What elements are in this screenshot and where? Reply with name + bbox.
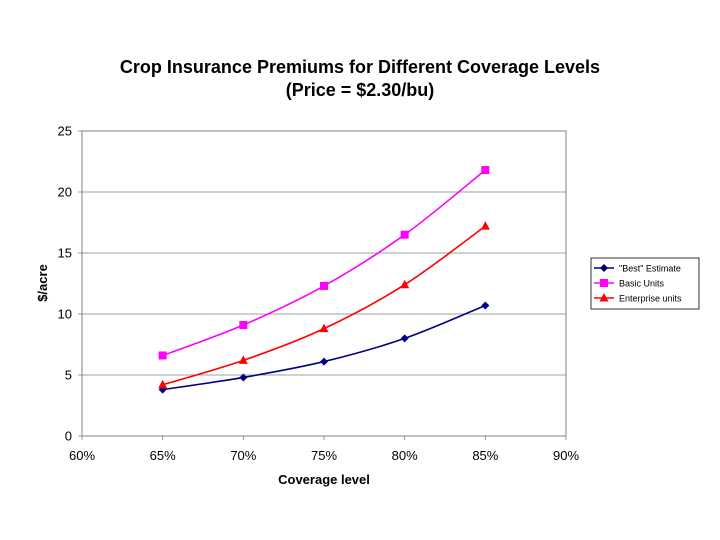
data-point	[158, 351, 167, 360]
series-2	[158, 221, 490, 389]
legend: "Best" Estimate Basic Units Enterprise uni…	[590, 257, 700, 310]
x-tick-label: 75%	[311, 448, 337, 463]
data-point	[319, 323, 329, 333]
data-point	[158, 379, 168, 389]
x-tick-label: 90%	[553, 448, 579, 463]
series-layer	[158, 166, 490, 394]
chart-subtitle: (Price = $2.30/bu)	[286, 80, 435, 100]
x-tick-label: 80%	[392, 448, 418, 463]
data-point	[239, 373, 248, 382]
data-point	[400, 279, 410, 289]
data-point	[400, 230, 409, 239]
data-point	[481, 166, 490, 175]
series-1	[158, 166, 490, 360]
data-point	[320, 357, 328, 366]
legend-marker	[600, 264, 608, 272]
data-point	[320, 281, 328, 290]
data-point	[481, 301, 490, 310]
gridlines	[82, 191, 566, 376]
y-tick-label: 10	[58, 307, 72, 322]
y-tick-label: 20	[58, 185, 72, 200]
y-axis-ticks: 0 5 10 15 20 25	[58, 124, 82, 444]
legend-label: "Best" Estimate	[619, 264, 681, 274]
legend-label: Enterprise units	[619, 294, 682, 304]
data-point	[400, 334, 409, 343]
y-tick-label: 25	[58, 124, 72, 139]
x-tick-label: 65%	[150, 448, 176, 463]
x-tick-label: 70%	[230, 448, 256, 463]
data-point	[238, 355, 248, 364]
data-point	[480, 221, 490, 230]
legend-marker	[600, 279, 608, 287]
legend-marker	[599, 293, 609, 302]
legend-label: Basic Units	[619, 279, 665, 289]
y-tick-label: 5	[65, 368, 72, 383]
y-axis-title: $/acre	[35, 264, 50, 302]
x-axis-title: Coverage level	[278, 472, 370, 487]
y-tick-label: 0	[65, 429, 72, 444]
chart-title: Crop Insurance Premiums for Different Co…	[120, 57, 600, 77]
x-tick-label: 60%	[69, 448, 95, 463]
data-point	[239, 320, 248, 329]
x-tick-label: 85%	[472, 448, 498, 463]
y-tick-label: 15	[58, 246, 72, 261]
x-axis-ticks: 60% 65% 70% 75% 80% 85% 90%	[69, 436, 579, 463]
